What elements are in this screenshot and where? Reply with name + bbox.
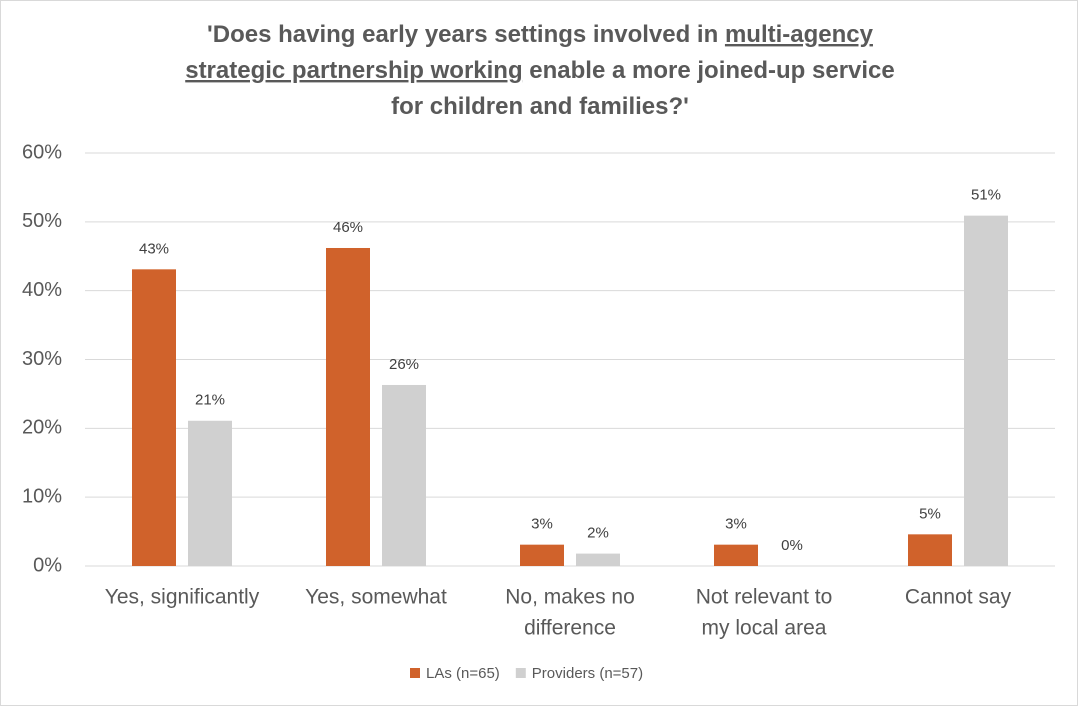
bar <box>576 553 620 566</box>
value-label: 43% <box>139 240 169 257</box>
x-tick-label: Yes, significantly <box>105 586 260 609</box>
y-tick-label: 20% <box>22 417 62 439</box>
y-tick-label: 0% <box>33 554 62 576</box>
x-tick-label: my local area <box>702 617 827 640</box>
y-tick-label: 60% <box>22 141 62 163</box>
value-label: 3% <box>531 516 553 533</box>
y-tick-label: 30% <box>22 348 62 370</box>
title-segment: strategic partnership working <box>185 57 522 84</box>
chart-title: strategic partnership working enable a m… <box>185 57 895 84</box>
title-segment: 'Does having early years settings involv… <box>207 21 725 48</box>
value-label: 26% <box>389 356 419 373</box>
x-tick-label: Cannot say <box>905 586 1012 609</box>
x-tick-label: Yes, somewhat <box>305 586 447 609</box>
bar <box>520 544 564 566</box>
y-tick-label: 10% <box>22 485 62 507</box>
title-segment: multi-agency <box>725 21 874 48</box>
x-tick-label: Not relevant to <box>696 586 833 609</box>
value-label: 2% <box>587 525 609 542</box>
chart-title: for children and families?' <box>391 93 689 120</box>
title-segment: enable a more joined-up service <box>523 57 895 84</box>
legend-label: Providers (n=57) <box>532 665 643 682</box>
bar <box>326 247 370 567</box>
bar <box>188 420 232 566</box>
x-tick-label: difference <box>524 617 616 640</box>
legend-swatch <box>515 668 526 678</box>
bar <box>714 544 758 566</box>
value-label: 46% <box>333 219 363 236</box>
x-tick-label: No, makes no <box>505 586 635 609</box>
value-label: 21% <box>195 392 225 409</box>
y-tick-label: 40% <box>22 279 62 301</box>
value-label: 0% <box>781 537 803 554</box>
bar <box>964 215 1008 566</box>
value-label: 3% <box>725 516 747 533</box>
legend-swatch <box>410 668 420 678</box>
bar <box>132 269 176 566</box>
value-label: 51% <box>971 187 1001 204</box>
chart-title: 'Does having early years settings involv… <box>207 21 874 48</box>
value-label: 5% <box>919 505 941 522</box>
y-tick-label: 50% <box>22 210 62 232</box>
legend-label: LAs (n=65) <box>426 665 500 682</box>
bar <box>908 534 952 566</box>
title-segment: for children and families?' <box>391 93 689 120</box>
bar <box>382 384 426 566</box>
